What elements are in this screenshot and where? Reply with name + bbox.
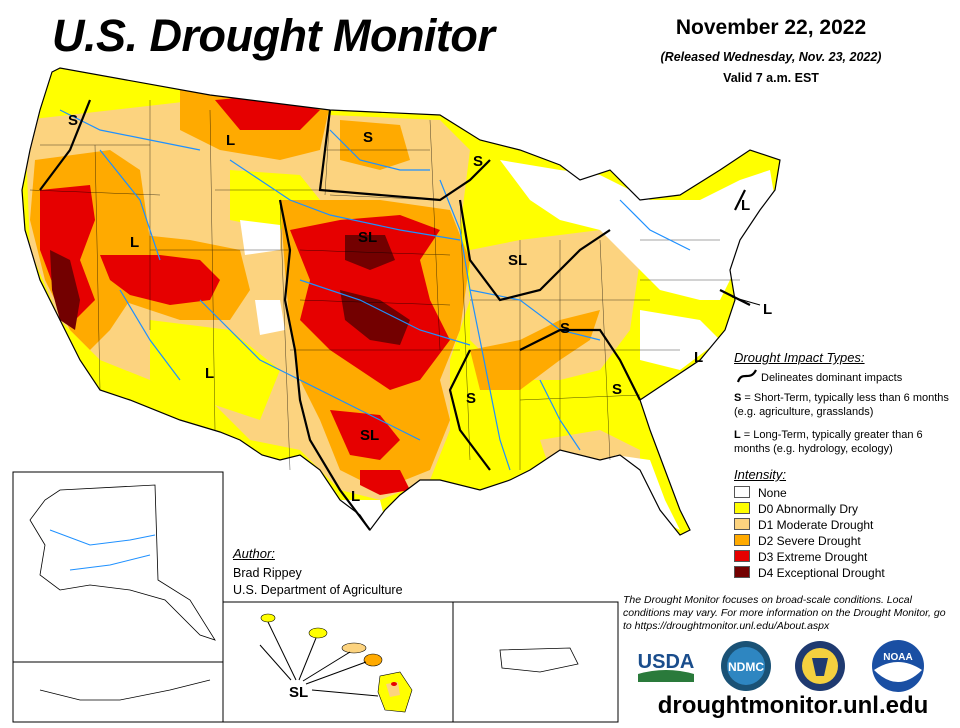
- intensity-swatch: [734, 550, 750, 562]
- alaska-inset: [12, 471, 224, 723]
- intensity-legend: None D0 Abnormally Dry D1 Moderate Droug…: [734, 486, 944, 586]
- svg-text:NOAA: NOAA: [883, 652, 912, 663]
- author-heading: Author:: [233, 546, 275, 561]
- map-title: U.S. Drought Monitor: [52, 10, 495, 61]
- impact-labels: S L S S L SL SL S L S S SL L L L L: [68, 112, 772, 505]
- impact-s-description: S = Short-Term, typically less than 6 mo…: [734, 392, 949, 418]
- map-date: November 22, 2022: [675, 16, 867, 39]
- usda-logo: USDA: [638, 646, 695, 682]
- impact-label-s: S: [466, 390, 476, 407]
- ndmc-logo: NDMC: [721, 641, 771, 691]
- impact-label-l: L: [763, 301, 772, 318]
- impact-label-s: S: [68, 112, 78, 129]
- intensity-swatch: [734, 566, 750, 578]
- impact-line-label: Delineates dominant impacts: [761, 372, 903, 384]
- intensity-swatch: [734, 502, 750, 514]
- puerto-rico-inset: [452, 601, 619, 723]
- svg-text:USDA: USDA: [638, 651, 695, 673]
- intensity-label: D2 Severe Drought: [758, 534, 861, 548]
- website-url[interactable]: droughtmonitor.unl.edu: [657, 692, 929, 719]
- intensity-label: D3 Extreme Drought: [758, 550, 868, 564]
- noaa-logo: NOAA: [872, 640, 924, 692]
- impact-label-l: L: [351, 488, 360, 505]
- intensity-label: D0 Abnormally Dry: [758, 502, 859, 516]
- intensity-label: D1 Moderate Drought: [758, 518, 874, 532]
- hawaii-label-sl: SL: [289, 684, 308, 701]
- hawaii-inset: SL: [222, 601, 454, 723]
- svg-text:NDMC: NDMC: [728, 660, 764, 674]
- impact-label-l: L: [741, 197, 750, 214]
- impact-label-l: L: [694, 349, 703, 366]
- release-date: (Released Wednesday, Nov. 23, 2022): [660, 50, 882, 64]
- commerce-seal-logo: [795, 641, 845, 691]
- impact-l-description: L = Long-Term, typically greater than 6 …: [734, 429, 923, 455]
- author-organization: U.S. Department of Agriculture: [233, 583, 403, 597]
- valid-time: Valid 7 a.m. EST: [723, 71, 819, 85]
- disclaimer-text: The Drought Monitor focuses on broad-sca…: [623, 594, 946, 632]
- intensity-legend-title: Intensity:: [734, 467, 787, 482]
- intensity-swatch: [734, 518, 750, 530]
- impact-label-sl: SL: [358, 229, 377, 246]
- intensity-swatch: [734, 534, 750, 546]
- impact-label-l: L: [205, 365, 214, 382]
- impact-label-s: S: [473, 153, 483, 170]
- impact-legend-title: Drought Impact Types:: [734, 350, 865, 365]
- impact-label-s: S: [612, 381, 622, 398]
- impact-label-sl: SL: [360, 427, 379, 444]
- impact-line-icon: [736, 369, 757, 383]
- impact-label-l: L: [130, 234, 139, 251]
- impact-label-s: S: [363, 129, 373, 146]
- intensity-label: None: [758, 486, 787, 500]
- author-name: Brad Rippey: [233, 566, 302, 580]
- intensity-swatch: [734, 486, 750, 498]
- partner-logos: USDA NDMC NOAA: [638, 640, 924, 692]
- impact-label-l: L: [226, 132, 235, 149]
- intensity-label: D4 Exceptional Drought: [758, 566, 885, 580]
- impact-label-sl: SL: [508, 252, 527, 269]
- impact-label-s: S: [560, 320, 570, 337]
